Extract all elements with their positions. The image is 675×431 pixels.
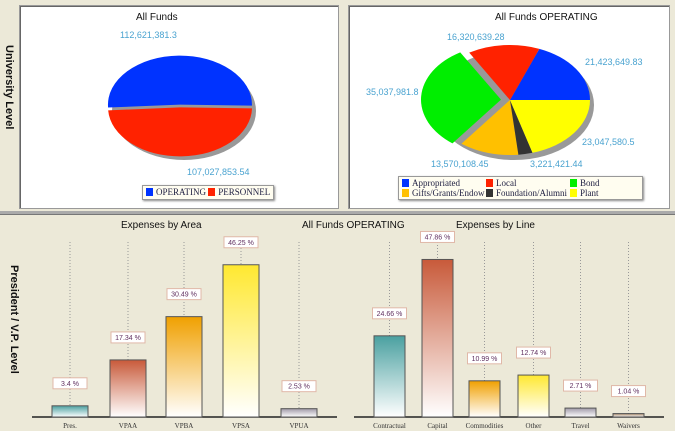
legend-item-local: Local [486,178,570,188]
pie1-value-operating: 112,621,381.3 [120,30,177,40]
pie1-slice-personnel [108,107,253,157]
pie2-value-bond: 35,037,981.8 [366,87,419,97]
legend-item-personnel: PERSONNEL [208,187,270,197]
bar-vpaa [109,359,147,418]
pie2-slice-gifts-grants-endow [461,100,519,156]
category-label: Capital [427,422,447,430]
bar-other [517,374,550,418]
category-label: Travel [571,422,589,430]
pie2-legend: Appropriated Local Bond Gifts/Grants/End… [398,176,643,200]
data-label-box [52,377,88,390]
data-label-box [281,380,317,393]
pie2-value-foundation: 3,221,421.44 [530,159,583,169]
legend-item-appropriated: Appropriated [402,178,486,188]
pie2-slice-foundation-alumni [510,100,533,155]
data-label: 46.25 % [228,240,254,247]
legend-item-bond: Bond [570,178,630,188]
data-label: 1.04 % [618,389,640,396]
pie2-title: All Funds OPERATING [495,12,598,23]
data-label: 2.71 % [570,383,592,390]
category-label: Waivers [617,422,640,430]
data-label: 30.49 % [171,292,197,299]
data-label: 47.86 % [425,234,451,241]
bar-vpsa [222,264,260,418]
data-label: 2.53 % [288,384,310,391]
category-label: VPAA [119,422,137,430]
data-label-box [563,379,598,392]
category-label: Contractual [373,422,406,430]
data-label-box [110,331,146,344]
header-center-title: All Funds OPERATING [302,220,405,231]
pie2-slice-plant [510,100,590,153]
data-label-box [516,346,551,359]
bar-vpua [280,408,318,418]
data-label: 10.99 % [472,356,498,363]
section-divider [0,211,675,215]
pie1-title: All Funds [136,12,178,23]
data-label-box [372,307,407,320]
president-level-label: President / V.P. Level [8,265,20,374]
pie2-value-local: 16,320,639.28 [447,32,505,42]
data-label: 12.74 % [521,350,547,357]
pie1-legend: OPERATING PERSONNEL [142,185,275,200]
bar-vpba [165,316,203,418]
bar-capital [421,258,454,418]
data-label-box [223,236,259,249]
bar2-title: Expenses by Line [456,220,535,231]
bar-waivers [612,413,645,418]
legend-item-operating: OPERATING [146,187,206,197]
category-label: Commodities [466,422,504,430]
pie2-slice-local [469,44,540,100]
pie1-slice-operating [107,55,252,108]
legend-item-gifts: Gifts/Grants/Endow [402,188,486,198]
bar-pres [51,405,89,418]
category-label: VPUA [289,422,308,430]
data-label: 24.66 % [377,311,403,318]
data-label-box [611,385,646,398]
legend-item-plant: Plant [570,188,630,198]
pie2-value-plant: 23,047,580.5 [582,137,635,147]
pie2-value-gifts: 13,570,108.45 [431,159,489,169]
bar-contractual [373,335,406,418]
category-label: Pres. [63,422,77,430]
data-label-box [166,288,202,301]
bar-commodities [468,380,501,418]
pie2-value-appropriated: 21,423,649.83 [585,57,643,67]
category-label: VPSA [232,422,250,430]
data-label: 17.34 % [115,335,141,342]
pie1-value-personnel: 107,027,853.54 [187,167,250,177]
university-level-label: University Level [3,45,15,130]
data-label: 3.4 % [61,381,79,388]
data-label-box [420,230,455,243]
pie2-slice-bond [421,52,502,144]
data-label-box [467,352,502,365]
bar-travel [564,407,597,418]
legend-item-foundation: Foundation/Alumni [486,188,570,198]
category-label: Other [526,422,543,430]
pie2-slice-appropriated [510,48,590,100]
bar1-title: Expenses by Area [121,220,202,231]
category-label: VPBA [175,422,194,430]
